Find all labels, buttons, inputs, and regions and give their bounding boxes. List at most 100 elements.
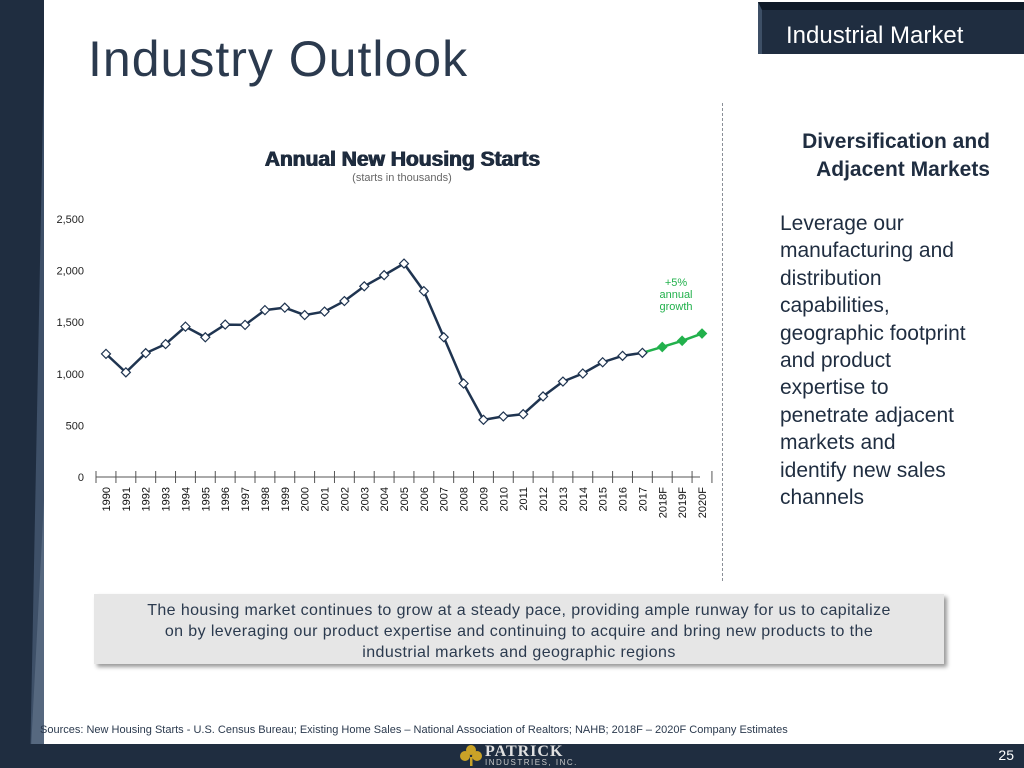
x-tick-label: 2012 bbox=[538, 487, 550, 511]
x-tick-label: 2018F bbox=[657, 487, 669, 518]
data-point bbox=[557, 376, 569, 387]
x-tick-label: 2011 bbox=[518, 487, 530, 511]
data-point bbox=[517, 408, 529, 420]
x-tick-label: 2019F bbox=[677, 487, 689, 518]
chart-subtitle: (starts in thousands) bbox=[352, 172, 452, 184]
forecast-point bbox=[676, 335, 688, 347]
side-panel-title-line: Diversification and bbox=[802, 130, 990, 153]
side-panel-body-line: identify new sales bbox=[780, 458, 946, 482]
data-point bbox=[358, 280, 370, 292]
side-panel-body-line: distribution bbox=[780, 266, 882, 290]
data-point bbox=[458, 378, 469, 389]
x-tick-label: 2004 bbox=[379, 487, 391, 511]
page-title: Industry Outlook bbox=[88, 31, 469, 87]
logo-subtitle: INDUSTRIES, INC. bbox=[485, 758, 578, 767]
summary-callout: The housing market continues to grow at … bbox=[94, 594, 944, 664]
data-point bbox=[299, 309, 311, 321]
series-line-forecast bbox=[642, 332, 703, 355]
callout-line: industrial markets and geographic region… bbox=[362, 644, 676, 661]
x-tick-label: 1995 bbox=[200, 487, 212, 511]
callout-line: on by leveraging our product expertise a… bbox=[164, 623, 874, 640]
data-point bbox=[160, 338, 171, 350]
data-point bbox=[239, 319, 251, 331]
x-tick-label: 2006 bbox=[419, 487, 431, 511]
x-tick-label: 2009 bbox=[478, 487, 490, 511]
data-point bbox=[140, 347, 152, 359]
x-tick-label: 2014 bbox=[578, 487, 590, 511]
side-panel-body-line: geographic footprint bbox=[780, 321, 966, 345]
x-tick-label: 1993 bbox=[161, 487, 173, 511]
x-tick-label: 1994 bbox=[180, 487, 192, 511]
x-tick-label: 2020F bbox=[697, 487, 709, 518]
side-panel-body-line: penetrate adjacent bbox=[780, 403, 954, 427]
shamrock-icon bbox=[460, 745, 482, 766]
x-tick-label: 2007 bbox=[439, 487, 451, 511]
callout-line: The housing market continues to grow at … bbox=[147, 602, 891, 619]
y-tick-label: 500 bbox=[66, 420, 84, 432]
growth-annotation: annual bbox=[659, 289, 692, 301]
data-point bbox=[438, 331, 450, 343]
section-tag-label: Industrial Market bbox=[786, 22, 964, 49]
side-panel-body-line: and product bbox=[780, 349, 891, 373]
chart-title: Annual New Housing Starts bbox=[264, 148, 540, 171]
x-tick-label: 2017 bbox=[637, 487, 649, 511]
data-point bbox=[398, 258, 410, 269]
x-tick-label: 2003 bbox=[359, 487, 371, 511]
logo-wordmark: PATRICK bbox=[485, 743, 564, 760]
data-point bbox=[180, 321, 191, 332]
y-tick-label: 2,000 bbox=[56, 266, 84, 278]
x-tick-label: 2001 bbox=[320, 487, 332, 511]
housing-starts-chart: 0 500 1,000 1,500 2,000 2,500 1990 1991 1992 1993… bbox=[56, 214, 713, 518]
x-tick-label: 2013 bbox=[558, 487, 570, 511]
y-tick-label: 0 bbox=[78, 472, 84, 484]
data-point bbox=[497, 411, 509, 422]
x-tick-label: 2000 bbox=[300, 487, 312, 511]
company-logo: PATRICK INDUSTRIES, INC. bbox=[458, 743, 588, 768]
x-tick-label: 2010 bbox=[498, 487, 510, 511]
x-tick-label: 2008 bbox=[459, 487, 471, 511]
data-point bbox=[418, 285, 430, 297]
side-panel-body-line: expertise to bbox=[780, 376, 889, 400]
sources-note: Sources: New Housing Starts - U.S. Censu… bbox=[40, 724, 788, 736]
data-point bbox=[259, 304, 271, 316]
left-accent-bar bbox=[0, 0, 44, 768]
data-point bbox=[279, 302, 291, 313]
data-point bbox=[617, 350, 628, 362]
data-point bbox=[637, 347, 648, 359]
x-tick-label: 1990 bbox=[101, 487, 113, 511]
x-tick-label: 1992 bbox=[141, 487, 153, 511]
side-panel-body-line: manufacturing and bbox=[780, 239, 954, 263]
x-tick-label: 2002 bbox=[339, 487, 351, 511]
data-point bbox=[339, 295, 350, 307]
side-panel-body: Leverage our manufacturing and distribut… bbox=[780, 210, 1010, 511]
vertical-divider bbox=[722, 103, 723, 581]
y-tick-label: 1,500 bbox=[56, 317, 84, 329]
data-point bbox=[120, 367, 132, 378]
data-point bbox=[100, 348, 112, 360]
data-point bbox=[199, 331, 211, 343]
side-panel-body-line: channels bbox=[780, 486, 865, 510]
footer-bar bbox=[0, 744, 1024, 768]
growth-annotation: growth bbox=[659, 301, 692, 313]
data-point bbox=[577, 368, 589, 379]
data-point bbox=[537, 391, 549, 402]
side-panel-title: Diversification and Adjacent Markets bbox=[738, 128, 1020, 184]
data-point bbox=[219, 319, 231, 330]
side-panel-body-line: markets and bbox=[780, 431, 896, 455]
data-point bbox=[478, 414, 489, 426]
x-tick-label: 1997 bbox=[240, 487, 252, 511]
data-point bbox=[319, 306, 330, 317]
x-tick-label: 1998 bbox=[260, 487, 272, 511]
side-panel-body-line: Leverage our bbox=[780, 212, 904, 235]
x-tick-label: 2015 bbox=[598, 487, 610, 511]
series-line-actual bbox=[105, 261, 643, 422]
data-point bbox=[597, 356, 609, 368]
side-panel-title-line: Adjacent Markets bbox=[816, 158, 990, 181]
x-tick-label: 1999 bbox=[280, 487, 292, 511]
side-panel-body-line: capabilities, bbox=[780, 294, 890, 318]
y-tick-label: 2,500 bbox=[56, 214, 84, 226]
section-tag: Industrial Market bbox=[758, 2, 1024, 54]
x-tick-label: 1991 bbox=[121, 487, 133, 511]
forecast-point bbox=[656, 341, 668, 353]
x-tick-label: 2016 bbox=[618, 487, 630, 511]
